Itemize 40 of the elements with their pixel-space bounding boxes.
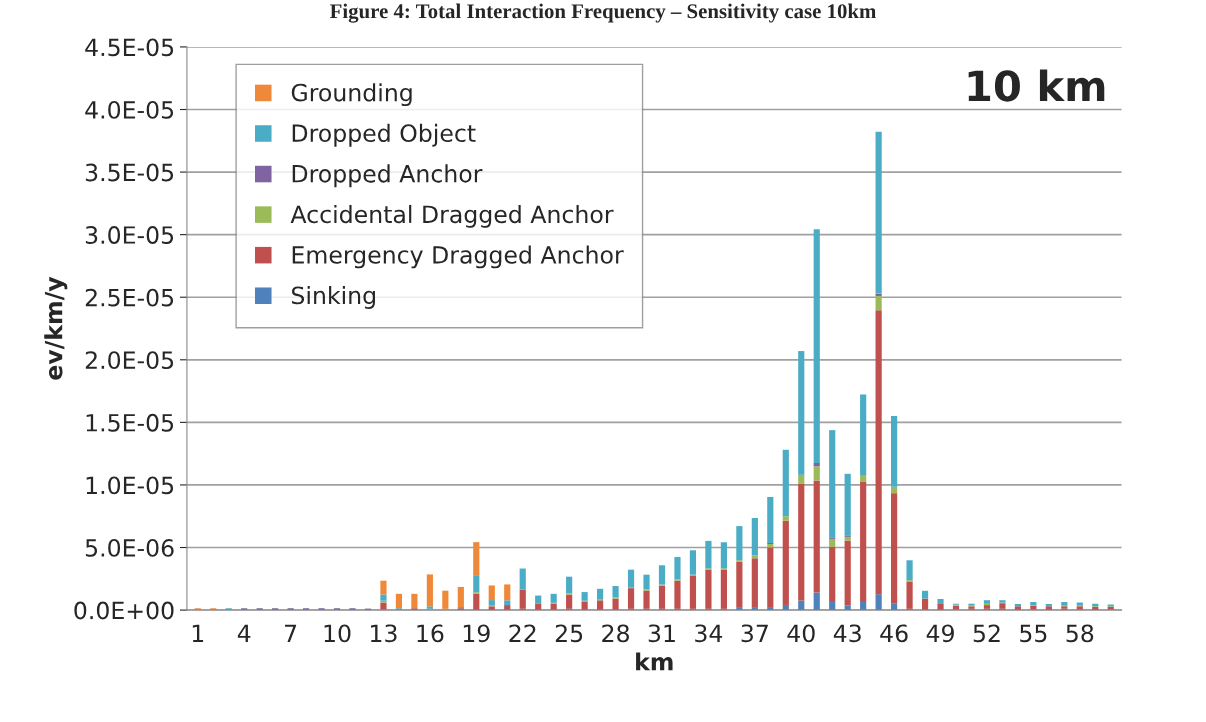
x-tick-label: 34 — [695, 624, 723, 643]
x-axis-title: km — [636, 652, 673, 671]
legend-label: Grounding — [291, 83, 412, 107]
legend-label: Emergency Dragged Anchor — [292, 245, 624, 269]
y-tick-label: 4.0E-05 — [85, 100, 174, 119]
legend-label: Dropped Object — [292, 123, 476, 147]
y-tick-label: 0.0E+00 — [74, 601, 174, 620]
x-tick-label: 1 — [192, 624, 204, 642]
y-tick-label: 5.0E-06 — [85, 538, 174, 557]
x-tick-label: 10 — [324, 624, 351, 643]
x-tick-label: 31 — [648, 624, 675, 643]
x-tick-label: 19 — [463, 624, 490, 643]
x-tick-label: 25 — [555, 624, 583, 643]
y-tick-label: 1.5E-05 — [86, 413, 174, 432]
legend-label: Dropped Anchor — [292, 164, 483, 188]
x-tick-label: 28 — [602, 624, 629, 643]
x-tick-label: 4 — [237, 624, 251, 642]
y-axis-title: ev/km/y — [44, 276, 68, 380]
x-tick-label: 40 — [787, 624, 815, 643]
x-tick-label: 7 — [285, 624, 297, 642]
x-tick-label: 16 — [417, 624, 444, 643]
x-tick-label: 43 — [833, 624, 861, 643]
legend-label: Accidental Dragged Anchor — [290, 204, 614, 228]
x-tick-label: 13 — [371, 624, 397, 643]
x-tick-label: 52 — [973, 624, 1000, 643]
chart-title: Figure 4: Total Interaction Frequency – Sensitivity case 10km — [330, 3, 876, 23]
x-tick-label: 22 — [509, 624, 536, 642]
x-tick-label: 46 — [880, 624, 908, 643]
y-tick-label: 4.5E-05 — [85, 38, 174, 57]
x-tick-label: 49 — [926, 624, 954, 643]
legend-label: Sinking — [291, 286, 375, 309]
x-tick-label: 55 — [1020, 624, 1047, 643]
y-tick-label: 3.5E-05 — [85, 163, 174, 182]
y-tick-label: 2.0E-05 — [85, 351, 174, 370]
y-tick-label: 2.5E-05 — [85, 288, 174, 307]
x-tick-label: 37 — [741, 624, 768, 643]
x-tick-label: 58 — [1066, 624, 1094, 643]
annotation: 10 km — [968, 69, 1105, 102]
y-tick-label: 3.0E-05 — [85, 226, 174, 244]
y-tick-label: 1.0E-05 — [86, 476, 174, 495]
